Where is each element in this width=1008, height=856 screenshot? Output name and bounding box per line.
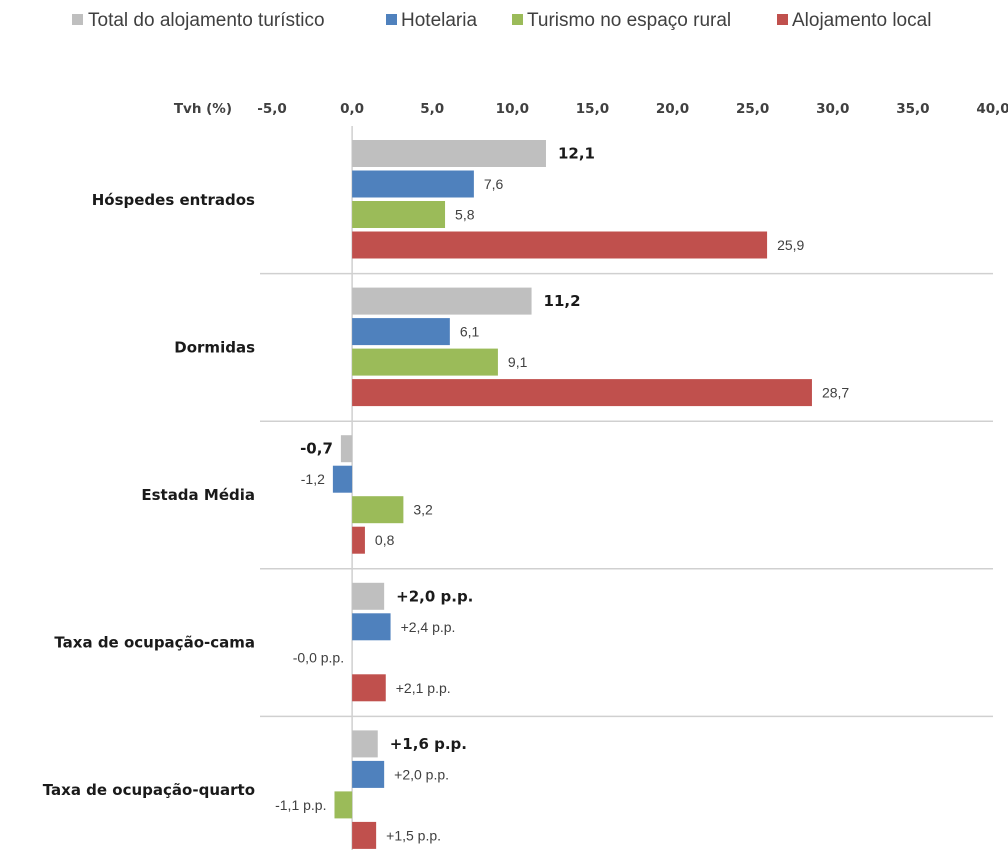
data-label: 6,1	[460, 324, 480, 340]
bar	[352, 526, 365, 554]
legend-swatch	[72, 14, 83, 25]
legend-label: Total do alojamento turístico	[88, 10, 325, 31]
data-label: +2,1 p.p.	[396, 680, 451, 696]
x-tick-label: 0,0	[340, 101, 364, 117]
bar	[352, 287, 532, 315]
bar	[332, 465, 353, 493]
data-label: -1,2	[301, 471, 325, 487]
category-separators	[260, 272, 993, 718]
data-label: 0,8	[375, 532, 395, 548]
x-tick-label: -5,0	[257, 101, 287, 117]
bar	[334, 791, 353, 819]
bar	[352, 170, 474, 198]
bar	[352, 140, 546, 167]
data-label: +1,5 p.p.	[386, 827, 441, 843]
x-tick-label: 40,0	[976, 101, 1008, 117]
category-label: Dormidas	[174, 338, 255, 356]
data-labels: 12,1 7,6 5,8 25,9 11,2 6,1 9,1 28,7 -0,7 -1,2 3,2 0…	[275, 145, 849, 844]
data-label: 11,2	[544, 292, 581, 310]
data-label: +2,0 p.p.	[396, 587, 473, 605]
bar	[352, 674, 386, 702]
data-label: 25,9	[777, 237, 804, 253]
legend-swatch	[512, 14, 523, 25]
bar	[352, 318, 450, 346]
bar	[352, 201, 446, 228]
bar	[352, 760, 385, 788]
category-labels: Hóspedes entrados Dormidas Estada Média Tax…	[43, 191, 255, 799]
x-tick-label: 25,0	[736, 101, 769, 117]
data-label: -0,0 p.p.	[293, 649, 344, 665]
data-label: 12,1	[558, 145, 595, 163]
data-label: 28,7	[822, 385, 849, 401]
data-label: +1,6 p.p.	[390, 735, 467, 753]
category-label: Taxa de ocupação-quarto	[43, 781, 255, 799]
data-label: 5,8	[455, 207, 475, 223]
category-label: Hóspedes entrados	[92, 191, 255, 209]
bar	[352, 379, 812, 407]
data-label: 3,2	[413, 502, 433, 518]
bar	[352, 496, 404, 524]
axis-title: Tvh (%)	[174, 101, 232, 117]
x-tick-label: 5,0	[420, 101, 444, 117]
legend: Total do alojamento turístico Hotelaria Tu…	[72, 10, 931, 31]
bar	[340, 435, 353, 463]
data-label: -1,1 p.p.	[275, 797, 326, 813]
data-label: 7,6	[484, 176, 504, 192]
bar	[352, 821, 377, 849]
x-axis: Tvh (%) -5,0 0,0 5,0 10,0 15,0 20,0 25,0 30,0 35…	[174, 101, 1008, 117]
x-tick-label: 15,0	[576, 101, 609, 117]
data-label: -0,7	[300, 440, 333, 458]
legend-swatch	[777, 14, 788, 25]
legend-label: Hotelaria	[401, 10, 477, 31]
bar	[352, 231, 768, 259]
bar	[352, 730, 378, 758]
x-tick-label: 30,0	[816, 101, 849, 117]
bars	[332, 140, 812, 849]
bar	[352, 348, 498, 376]
category-label: Estada Média	[141, 486, 255, 504]
x-tick-label: 10,0	[496, 101, 529, 117]
bar	[352, 613, 391, 641]
legend-swatch	[386, 14, 397, 25]
x-tick-label: 20,0	[656, 101, 689, 117]
data-label: 9,1	[508, 354, 528, 370]
data-label: +2,0 p.p.	[394, 766, 449, 782]
legend-label: Turismo no espaço rural	[527, 10, 731, 31]
legend-label: Alojamento local	[792, 10, 931, 31]
data-label: +2,4 p.p.	[401, 619, 456, 635]
x-tick-label: 35,0	[896, 101, 929, 117]
bar	[352, 582, 385, 610]
category-label: Taxa de ocupação-cama	[54, 634, 255, 652]
